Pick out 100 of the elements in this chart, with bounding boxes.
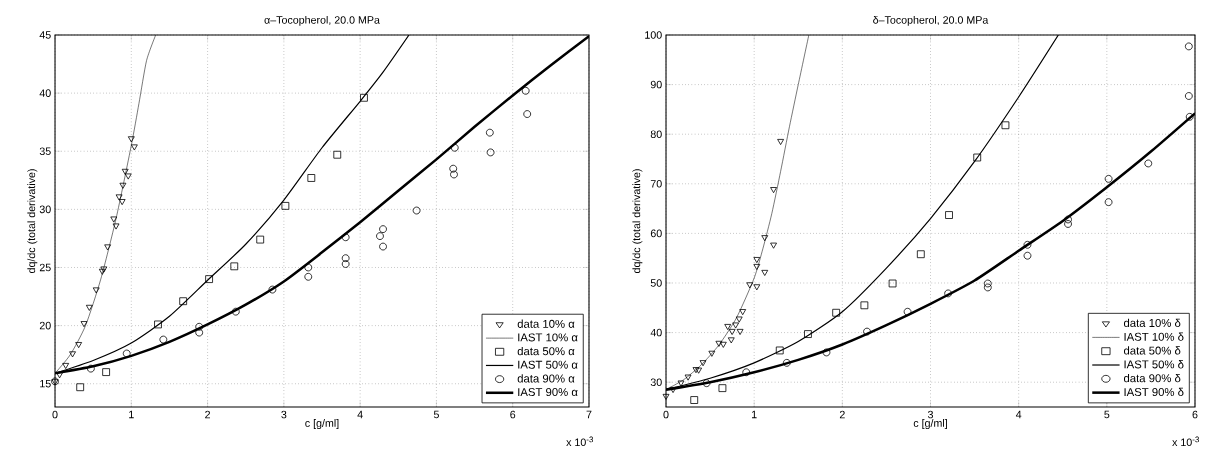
point [112,223,120,230]
point [231,307,240,316]
point [92,287,100,294]
y-tick-label: 60 [650,229,662,238]
point [1104,174,1113,183]
point [379,225,387,233]
point [195,328,204,337]
point [736,328,744,335]
point [662,393,670,400]
point [804,330,812,338]
point [753,284,761,291]
y-tick-label: 100 [645,31,662,39]
point [735,316,743,323]
point [76,383,85,392]
point [159,335,168,344]
point [122,349,131,358]
y-tick-label: 15 [40,380,51,388]
point [761,235,769,242]
y-tick-label: 80 [650,130,662,138]
x-tick-label: 4 [1015,410,1022,419]
point [87,364,95,373]
point [449,164,458,173]
point [944,289,952,298]
legend-label: data 50% δ [1123,346,1181,355]
point [195,322,204,331]
point [486,148,495,157]
point [1184,42,1193,51]
point [80,321,88,328]
legend-label: data 10% δ [1123,318,1181,327]
point [268,285,277,294]
point [56,372,63,379]
point [130,144,138,151]
x-tick-label: 7 [586,410,592,419]
x-tick-label: 4 [357,410,363,419]
point [69,351,76,358]
point [692,367,700,374]
point [983,279,992,288]
point [1185,112,1194,121]
point [708,350,716,357]
point [1104,198,1113,207]
point [753,263,761,270]
text: x 10$^{-3}$ [1172,436,1199,447]
point [746,282,754,289]
point [1184,92,1193,100]
y-tick-label: 20 [39,321,51,330]
x-tick-label: 0 [663,410,669,419]
point [775,346,784,355]
legend-label: IAST 50% δ [1124,360,1184,369]
point [699,360,707,367]
point [1064,215,1072,224]
x-tick-label: 5 [433,410,439,419]
point [110,216,118,223]
point [521,86,530,95]
point [333,150,342,159]
point [230,262,239,271]
point [832,308,841,317]
point [1023,251,1032,260]
point [860,301,869,310]
x-tick-label: 5 [1104,410,1110,419]
point [782,358,791,367]
point [75,342,83,349]
y-tick-label: 70 [650,180,662,188]
point [523,110,532,118]
chart-title: δ–Tocopherol, 20.0 MPa [873,15,989,26]
x-tick-label: 1 [752,410,757,419]
point [702,379,711,388]
legend-label: data 90% δ [1123,373,1181,383]
point [62,363,70,369]
point [724,324,732,331]
legend-label: data 90% α [517,374,575,383]
point [770,242,777,249]
x-tick-label: 1 [129,410,134,419]
point [1144,159,1153,168]
y-axis-title: dq/dc (total derivative) [27,169,38,274]
y-tick-label: 45 [39,31,51,39]
y-tick-label: 50 [650,279,662,287]
y-tick-label: 35 [39,147,51,156]
point [360,93,368,102]
point [379,242,387,251]
point [118,199,126,206]
point [115,194,123,201]
point [742,368,751,377]
chart-title: α–Tocopherol, 20.0 MPa [264,15,380,26]
point [715,340,723,347]
y-tick-label: 30 [650,378,662,386]
point [690,396,699,404]
point [104,244,112,251]
point [307,174,316,182]
x-tick-label: 2 [205,410,211,419]
point [205,275,213,283]
point [256,235,265,244]
x-axis-title: c [g/ml] [305,419,339,430]
point [718,384,727,392]
x-tick-label: 0 [52,410,58,419]
point [85,304,93,311]
point [376,232,384,240]
point [450,170,458,179]
point [102,368,110,376]
legend-label: IAST 90% α [518,388,578,397]
legend-label: IAST 90% δ [1124,387,1184,397]
